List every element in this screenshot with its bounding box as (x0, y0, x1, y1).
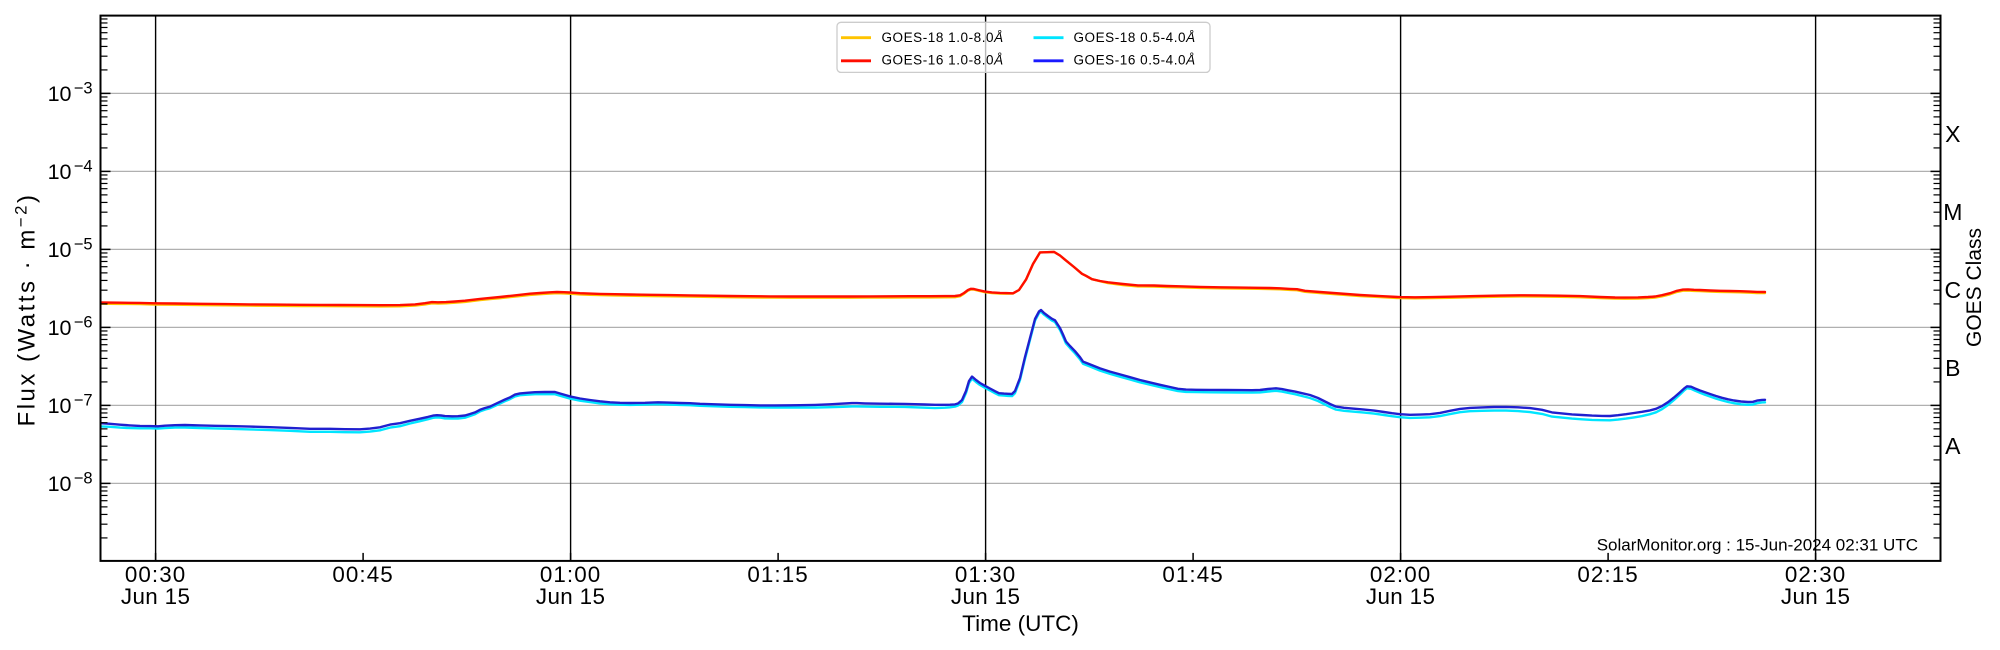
svg-text:01:45: 01:45 (1162, 562, 1224, 587)
svg-text:Jun 15: Jun 15 (951, 584, 1020, 609)
svg-text:Flux (Watts · m−2): Flux (Watts · m−2) (11, 193, 40, 427)
svg-text:SolarMonitor.org : 15-Jun-2024: SolarMonitor.org : 15-Jun-2024 02:31 UTC (1597, 535, 1918, 554)
svg-text:00:30: 00:30 (125, 562, 187, 587)
svg-text:Jun 15: Jun 15 (536, 584, 605, 609)
svg-text:10: 10 (48, 82, 72, 106)
svg-text:Jun 15: Jun 15 (121, 584, 190, 609)
svg-text:GOES-18 0.5-4.0Å: GOES-18 0.5-4.0Å (1074, 30, 1196, 45)
svg-text:C: C (1944, 277, 1961, 303)
svg-text:−6: −6 (74, 314, 93, 332)
svg-text:01:30: 01:30 (955, 562, 1017, 587)
svg-text:M: M (1943, 199, 1962, 225)
svg-text:10: 10 (48, 238, 72, 262)
svg-text:GOES-16 1.0-8.0Å: GOES-16 1.0-8.0Å (882, 53, 1004, 68)
svg-text:−8: −8 (74, 470, 93, 488)
svg-text:Jun 15: Jun 15 (1781, 584, 1850, 609)
svg-text:A: A (1945, 433, 1961, 459)
svg-text:10: 10 (48, 472, 72, 496)
svg-text:01:00: 01:00 (540, 562, 602, 587)
svg-text:GOES-16 0.5-4.0Å: GOES-16 0.5-4.0Å (1074, 53, 1196, 68)
svg-text:00:45: 00:45 (332, 562, 394, 587)
svg-text:GOES Class: GOES Class (1963, 228, 1986, 347)
svg-text:Jun 15: Jun 15 (1366, 584, 1435, 609)
svg-text:−4: −4 (74, 158, 93, 176)
svg-text:10: 10 (48, 394, 72, 418)
svg-text:B: B (1945, 355, 1960, 381)
svg-text:10: 10 (48, 316, 72, 340)
svg-text:−3: −3 (74, 80, 93, 98)
svg-text:GOES-18 1.0-8.0Å: GOES-18 1.0-8.0Å (882, 30, 1004, 45)
svg-text:X: X (1945, 121, 1960, 147)
svg-text:02:30: 02:30 (1785, 562, 1847, 587)
svg-text:01:15: 01:15 (747, 562, 809, 587)
svg-text:02:15: 02:15 (1577, 562, 1639, 587)
svg-text:−5: −5 (74, 236, 93, 254)
svg-text:−7: −7 (74, 392, 93, 410)
svg-text:Time (UTC): Time (UTC) (962, 611, 1079, 636)
svg-text:10: 10 (48, 160, 72, 184)
svg-text:02:00: 02:00 (1370, 562, 1432, 587)
